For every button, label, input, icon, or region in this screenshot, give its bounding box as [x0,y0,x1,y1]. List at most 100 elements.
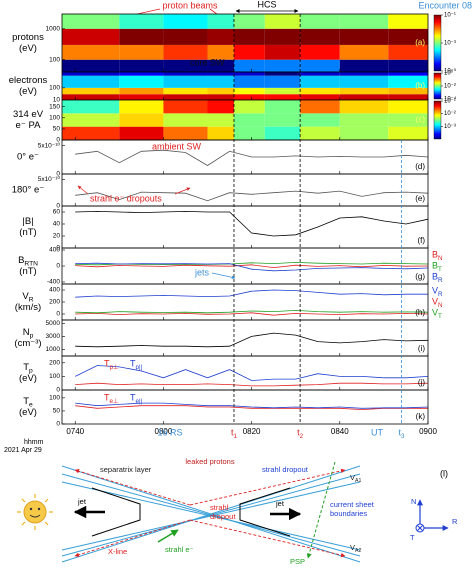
series-line [75,210,428,237]
heat-cell [264,87,301,95]
heat-cell [300,87,340,95]
heat-cell [207,113,234,127]
y-tick-label: 5x10⁻¹⁰ [38,141,61,149]
heat-cell [119,44,164,60]
diagram-label: strahl dropout [262,465,309,474]
y-tick-label: 1000 [46,346,61,353]
legend-label: BN [432,249,443,262]
y-tick-label: 100 [49,56,60,63]
heat-cell [388,87,428,95]
heat-cell [388,59,428,72]
diagram-label: jet [275,499,285,508]
y-axis-label: (nT) [19,227,36,238]
diagram: leaked protons separatrix layer strahl d… [17,457,458,566]
heat-cell [207,59,234,72]
y-tick-label: 400 [49,247,60,254]
heat-cell [233,72,265,76]
heat-cell [233,87,265,95]
distance: 16 RS [157,427,182,437]
colorbar [433,100,442,140]
diagram-label: leaked protons [185,457,234,466]
heat-cell [163,94,208,100]
series-line [75,309,428,314]
heat-cell [119,113,164,127]
panel-label: (l) [440,468,448,478]
panel-frame [61,319,429,357]
subscript: T [438,266,442,273]
heat-cell [233,113,265,127]
axis-label: N [411,497,416,506]
y-tick-label: 50 [53,408,61,415]
x-tick-label: 0840 [331,427,349,436]
subscript: T [438,313,442,320]
heat-cell [207,126,234,140]
diagram-label: X-line [108,547,127,556]
heat-cell [339,44,389,60]
colorbar-label: 10⁻⁴ [444,96,457,103]
heat-cell [339,94,389,100]
x-tick-label: 0820 [243,427,261,436]
heat-cell [163,75,208,88]
y-axis-label: (km/s) [15,302,41,313]
heat-cell [388,94,428,100]
y-tick-label: 0 [56,421,60,428]
subscript: e⊥ [110,398,119,405]
strahl-arrow [157,529,179,543]
heat-cell [119,126,164,140]
heat-cell [119,14,164,29]
heat-cell [264,59,301,72]
y-tick-label: 0 [56,137,60,144]
heat-cell [300,75,340,88]
heat-cell [163,126,208,140]
series-line [75,262,428,272]
heat-cell [388,14,428,29]
heat-cell [388,126,428,140]
y-axis-label: |B| [22,216,33,227]
heat-cell [163,113,208,127]
heat-cell [119,94,164,100]
y-tick-label: 100 [49,373,60,380]
y-tick-label: 0 [56,387,60,394]
y-tick-label: 0 [56,203,60,210]
heat-cell [119,72,164,76]
y-tick-label: 200 [49,299,60,306]
heat-cell [300,59,340,72]
heat-cell [264,44,301,60]
y-tick-label: 0 [56,245,60,252]
y-tick-label: -400 [47,279,60,286]
heat-cell [233,100,265,114]
heat-cell [119,59,164,72]
legend-label: BR [432,271,443,284]
heat-cell [119,100,164,114]
strahl-dropout [74,468,346,558]
y-axis-label: Te [23,396,33,409]
subscript: R [29,297,34,304]
annotation: jets [194,267,210,277]
subscript: R [438,277,443,284]
heat-cell [233,75,265,88]
heat-cell [163,44,208,60]
heat-cell [264,113,301,127]
subscript: N [438,255,443,262]
y-axis-label: (eV) [19,373,37,384]
heat-cell [300,28,340,45]
heat-cell [163,100,208,114]
subscript: 1 [233,433,237,440]
y-axis-label: (eV) [19,86,37,97]
heat-cell [62,100,120,114]
diagram-label: separatrix layer [100,465,152,474]
series-line [75,405,428,411]
subscript: p|| [136,364,143,371]
annotation: proton beams [162,0,218,10]
subscript: e|| [136,398,143,405]
heat-cell [339,14,389,29]
diagram-label: current sheet [330,500,375,509]
subscript: R [438,291,443,298]
subscript: p [29,368,33,375]
y-tick-label: 50 [53,126,61,133]
diagram-label: dropout [210,512,236,521]
heat-cell [264,72,301,76]
colorbar [433,14,442,72]
y-tick-label: 60 [53,209,61,216]
